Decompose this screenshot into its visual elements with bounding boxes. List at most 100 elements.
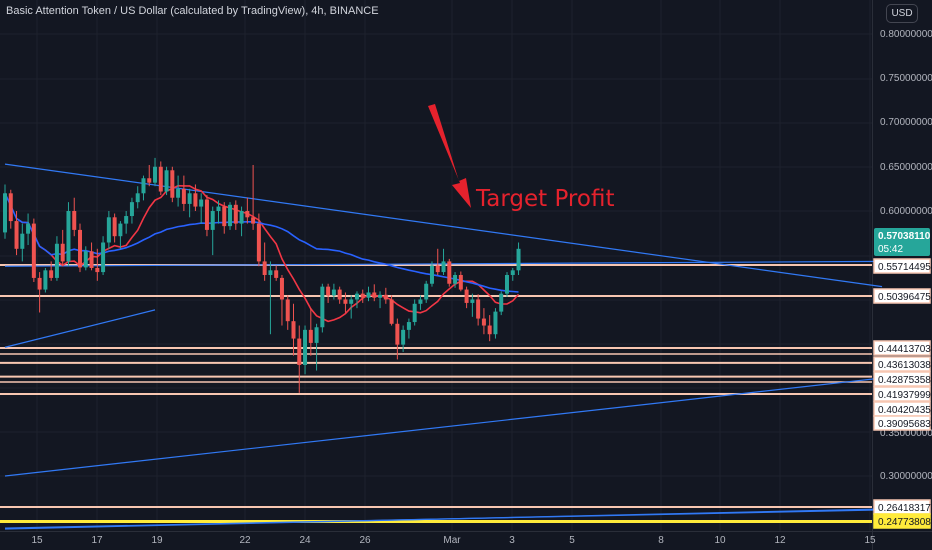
candle-body — [429, 265, 434, 284]
candle-body — [83, 251, 88, 268]
last-price-tag-bg — [874, 228, 930, 256]
candle-body — [43, 270, 48, 290]
candle — [233, 200, 238, 230]
candle-body — [164, 170, 169, 192]
candle-body — [401, 329, 406, 345]
candle — [291, 303, 296, 356]
level-price-label: 0.44413703 — [878, 344, 931, 355]
candle — [297, 325, 302, 393]
candle-body — [331, 289, 336, 296]
candle-body — [95, 267, 100, 273]
time-axis-label: 22 — [239, 535, 251, 546]
candle-body — [187, 193, 192, 204]
candle-body — [129, 202, 134, 217]
candle — [481, 308, 486, 335]
candle — [14, 211, 19, 256]
price-tag: 0.57038110 05:42 — [874, 228, 931, 256]
candle — [331, 283, 336, 300]
level-price-label: 0.41937999 — [878, 390, 931, 401]
candle-body — [210, 211, 215, 230]
candle — [112, 213, 117, 243]
candle-body — [153, 166, 158, 183]
candle-body — [49, 270, 54, 278]
candle-body — [441, 261, 446, 273]
candle — [464, 286, 469, 309]
candle — [83, 246, 88, 271]
candle — [89, 242, 94, 271]
candle — [204, 195, 209, 237]
level-price-label: 0.42875358 — [878, 375, 931, 386]
price-axis-label: 0.65000000 — [880, 162, 932, 173]
candle-body — [378, 294, 383, 298]
candle — [493, 308, 498, 339]
candle — [279, 274, 284, 326]
down-arrow-icon — [428, 104, 471, 208]
candle-body — [320, 286, 325, 328]
candle — [285, 295, 290, 330]
candle-body — [366, 292, 371, 298]
candle-body — [470, 299, 475, 303]
candle — [176, 175, 181, 207]
candle-body — [228, 204, 233, 227]
candle-body — [3, 193, 7, 233]
candle — [262, 242, 267, 281]
candle-body — [118, 223, 123, 237]
price-tag: 0.41937999 — [873, 386, 931, 402]
candle — [441, 248, 446, 275]
candle — [470, 293, 475, 317]
candle-body — [424, 283, 429, 300]
candle — [447, 258, 452, 287]
candle-body — [8, 193, 13, 222]
candle — [141, 175, 146, 201]
price-axis-label: 0.70000000 — [880, 117, 932, 128]
candle — [326, 283, 331, 303]
candle — [170, 166, 175, 203]
candle — [510, 267, 515, 281]
candle-body — [349, 299, 354, 304]
candle — [372, 284, 377, 302]
candle-body — [395, 323, 400, 345]
candle — [487, 315, 492, 342]
currency-button[interactable]: USD — [886, 4, 918, 23]
candle-body — [291, 321, 296, 339]
candle-body — [141, 178, 146, 194]
price-tag: 0.39095683 — [873, 415, 931, 431]
candle — [193, 184, 198, 211]
candle — [314, 323, 319, 371]
candles — [3, 157, 521, 393]
trendline — [4, 377, 883, 477]
candle-body — [222, 206, 227, 227]
candle-body — [435, 265, 440, 273]
candle — [95, 248, 100, 281]
candle-body — [406, 322, 411, 330]
level-tag-bg — [873, 340, 931, 356]
candle — [378, 291, 383, 309]
candle-body — [481, 318, 486, 326]
level-price-label: 0.55714495 — [878, 262, 931, 273]
time-axis-label: 19 — [151, 535, 163, 546]
candle — [476, 294, 481, 326]
trendline — [4, 508, 883, 530]
candle-body — [464, 289, 469, 303]
price-axis-label: 0.80000000 — [880, 29, 932, 40]
candle-body — [354, 293, 359, 300]
level-price-label: 0.40420435 — [878, 405, 931, 416]
level-price-label: 0.50396475 — [878, 292, 931, 303]
candle-body — [418, 299, 423, 304]
chart-title: Basic Attention Token / US Dollar (calcu… — [6, 5, 379, 17]
candle-body — [274, 270, 279, 278]
candle-body — [158, 166, 163, 192]
candle — [383, 287, 388, 304]
candle — [124, 211, 129, 234]
candle — [354, 291, 359, 309]
candle-body — [343, 299, 348, 304]
level-price-label: 0.43613038 — [878, 360, 931, 371]
candle-body — [204, 199, 209, 230]
candle-body — [251, 217, 256, 224]
candle — [153, 157, 158, 187]
price-tag: 0.26418317 — [873, 499, 931, 515]
candle-body — [124, 216, 129, 224]
trendline — [4, 163, 883, 288]
trendline — [4, 309, 156, 348]
